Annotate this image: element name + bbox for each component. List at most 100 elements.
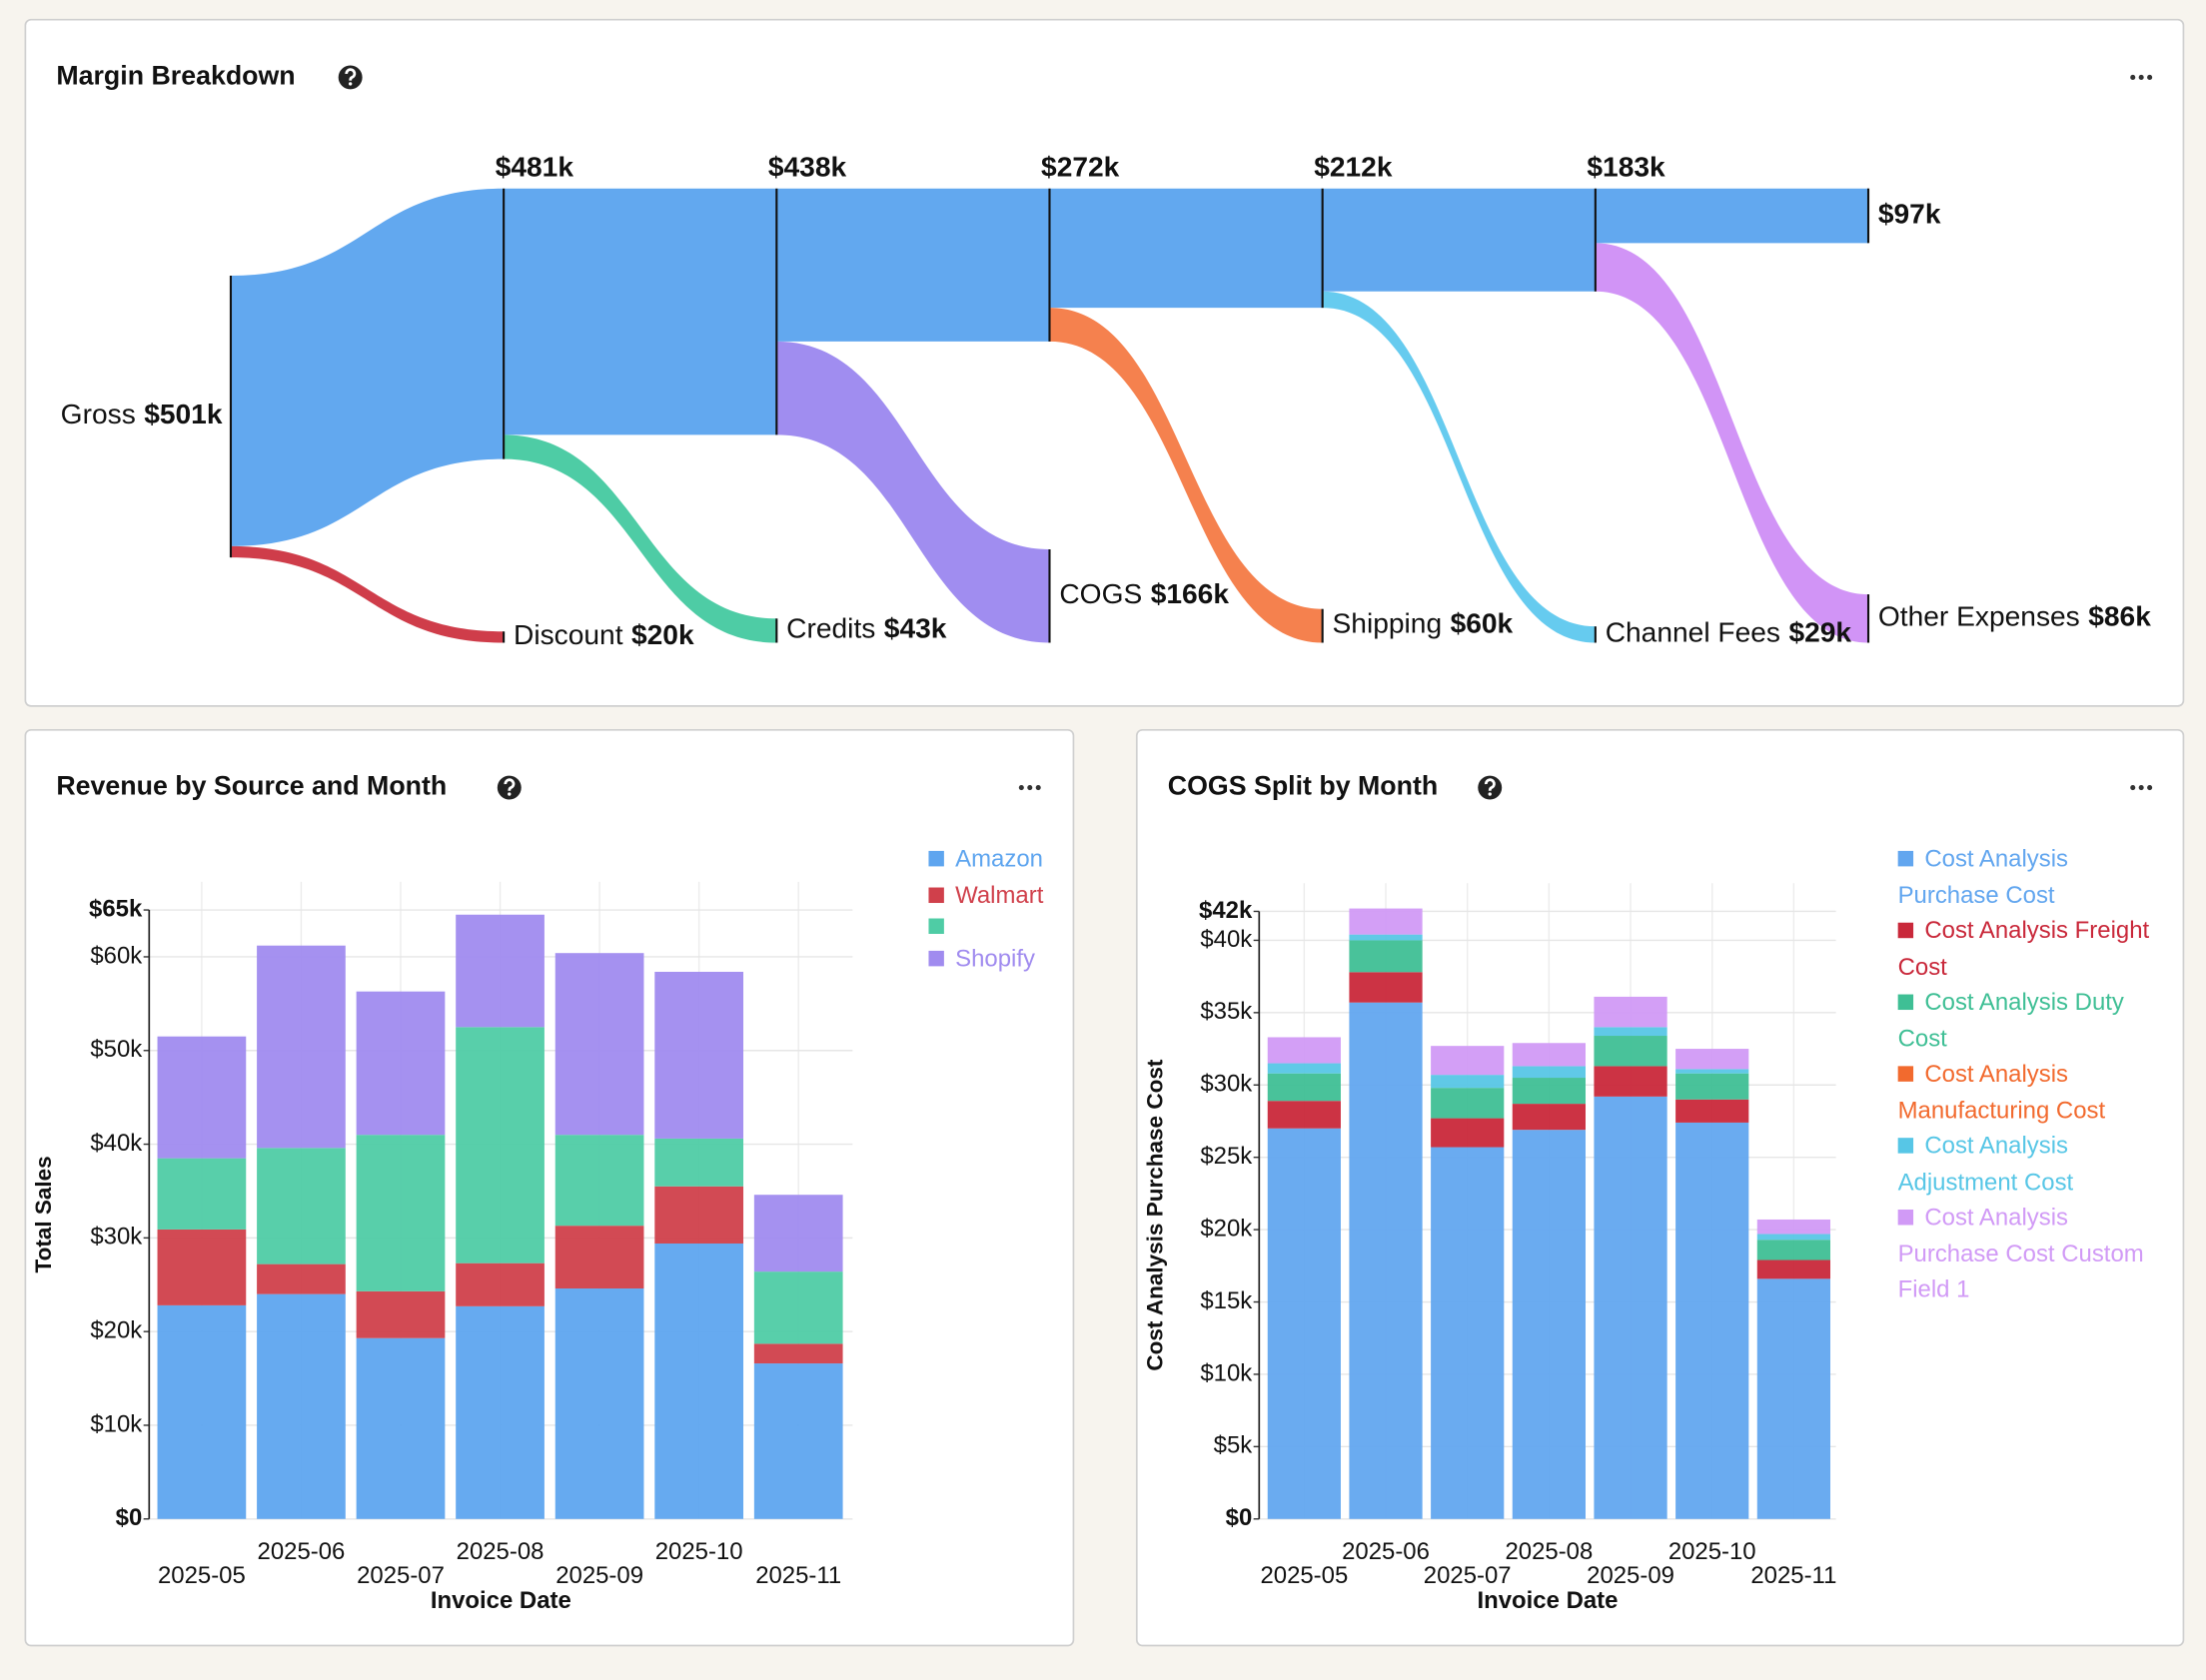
x-tick-label: 2025-10 <box>655 1538 743 1565</box>
bar-segment <box>1512 1066 1586 1079</box>
legend: Cost Analysis Purchase Cost Cost Analysis… <box>1897 841 2174 1307</box>
bar-segment <box>554 1226 644 1289</box>
bar-segment <box>1594 996 1667 1028</box>
node-value: $20k <box>631 619 694 650</box>
bar-segment <box>1431 1075 1505 1089</box>
bar-segment <box>1349 940 1423 973</box>
bar-segment <box>753 1343 843 1364</box>
legend-item[interactable] <box>928 913 1069 941</box>
y-tick-label: $30k <box>90 1224 142 1251</box>
bar-segment <box>356 991 446 1136</box>
menu-button[interactable] <box>2130 74 2153 80</box>
node-label: COGS $166k <box>1059 578 1229 609</box>
menu-button[interactable] <box>2130 785 2153 791</box>
node-value: $60k <box>1451 608 1514 639</box>
bar-segment <box>1756 1260 1830 1279</box>
card-title: Margin Breakdown <box>56 61 295 91</box>
y-tick-label: $40k <box>90 1130 142 1157</box>
node-value: $29k <box>1788 617 1851 648</box>
y-tick-label: $0 <box>116 1504 143 1531</box>
flow <box>504 188 777 435</box>
legend-item[interactable]: Cost Analysis Freight Cost <box>1897 913 2174 985</box>
node-value: $166k <box>1151 578 1230 609</box>
legend-label: Shopify <box>955 945 1035 973</box>
y-tick-label: $10k <box>1200 1359 1252 1386</box>
legend-item[interactable]: Cost Analysis Duty Cost <box>1897 985 2174 1057</box>
node-name: Gross <box>61 400 136 430</box>
node-label: Other Expenses $86k <box>1878 601 2151 632</box>
bar-segment <box>456 1262 545 1306</box>
legend-swatch <box>1897 1138 1914 1154</box>
legend-label: Cost Analysis Adjustment Cost <box>1897 1132 2074 1196</box>
bar-segment <box>1267 1063 1341 1074</box>
node-label: Channel Fees $29k <box>1606 617 1852 648</box>
y-axis-title: Total Sales <box>31 1156 56 1272</box>
node-name: Discount <box>514 619 623 650</box>
legend-item[interactable]: Cost Analysis Manufacturing Cost <box>1897 1056 2174 1128</box>
x-tick-label: 2025-06 <box>1342 1538 1430 1565</box>
flow <box>504 434 777 643</box>
bar-segment <box>1267 1128 1341 1519</box>
legend-label: Cost Analysis Freight Cost <box>1897 917 2150 980</box>
flow <box>230 188 505 546</box>
bar-segment <box>1512 1043 1586 1067</box>
legend-item[interactable]: Shopify <box>928 941 1069 977</box>
y-tick-label: $35k <box>1200 998 1252 1025</box>
x-tick-label: 2025-09 <box>1587 1562 1674 1589</box>
bar-segment <box>753 1363 843 1519</box>
bar-segment <box>654 1186 744 1244</box>
bar-segment <box>554 953 644 1136</box>
help-icon[interactable] <box>1478 775 1503 800</box>
legend-swatch <box>928 886 944 903</box>
x-tick-label: 2025-10 <box>1668 1538 1756 1565</box>
node-value: $501k <box>144 400 223 430</box>
help-icon[interactable] <box>338 65 363 90</box>
legend-item[interactable]: Cost Analysis Adjustment Cost <box>1897 1128 2174 1200</box>
legend-item[interactable]: Cost Analysis Purchase Cost Custom Field… <box>1897 1200 2174 1307</box>
x-tick-label: 2025-05 <box>1260 1562 1348 1589</box>
x-tick-label: 2025-11 <box>755 1562 841 1589</box>
x-tick-label: 2025-09 <box>555 1562 643 1589</box>
menu-button[interactable] <box>1018 785 1041 791</box>
y-tick-label: $40k <box>1200 926 1252 953</box>
card-title: Revenue by Source and Month <box>56 771 447 801</box>
legend-swatch <box>1897 1209 1914 1226</box>
bar-segment <box>1675 1073 1749 1100</box>
bar-segment <box>157 1158 247 1230</box>
bar-segment <box>1675 1122 1749 1519</box>
bar-segment <box>1594 1027 1667 1037</box>
bar-segment <box>654 1138 744 1187</box>
bar-segment <box>1267 1073 1341 1102</box>
bar-segment <box>157 1304 247 1519</box>
legend-swatch <box>1897 922 1914 939</box>
bar-segment <box>356 1337 446 1519</box>
legend-label: Cost Analysis Manufacturing Cost <box>1897 1060 2106 1124</box>
bar-segment <box>753 1271 843 1344</box>
node-label: Credits $43k <box>786 613 947 644</box>
node-value: $438k <box>768 151 847 182</box>
flow <box>1049 308 1323 643</box>
bar-segment <box>654 1243 744 1519</box>
y-tick-label: $42k <box>1199 897 1253 924</box>
bar-segment <box>1267 1037 1341 1064</box>
node-label: Discount $20k <box>514 619 694 650</box>
legend-swatch <box>1897 994 1914 1011</box>
bar-segment <box>1431 1088 1505 1119</box>
bar-segment <box>257 945 346 1149</box>
legend-item[interactable]: Walmart <box>928 877 1069 913</box>
legend-item[interactable]: Amazon <box>928 841 1069 877</box>
bar-segment <box>456 914 545 1028</box>
bar-segment <box>1756 1278 1830 1519</box>
help-icon[interactable] <box>497 775 522 800</box>
x-tick-label: 2025-08 <box>1505 1538 1593 1565</box>
bar-segment <box>257 1263 346 1294</box>
bar-segment <box>1594 1036 1667 1067</box>
y-tick-label: $10k <box>90 1410 142 1437</box>
legend-swatch <box>1897 1066 1914 1082</box>
bar-segment <box>1267 1101 1341 1129</box>
bar-segment <box>1349 908 1423 935</box>
bar-segment <box>1349 1002 1423 1519</box>
legend-item[interactable]: Cost Analysis Purchase Cost <box>1897 841 2174 913</box>
x-tick-label: 2025-05 <box>158 1562 246 1589</box>
bar-segment <box>356 1290 446 1338</box>
